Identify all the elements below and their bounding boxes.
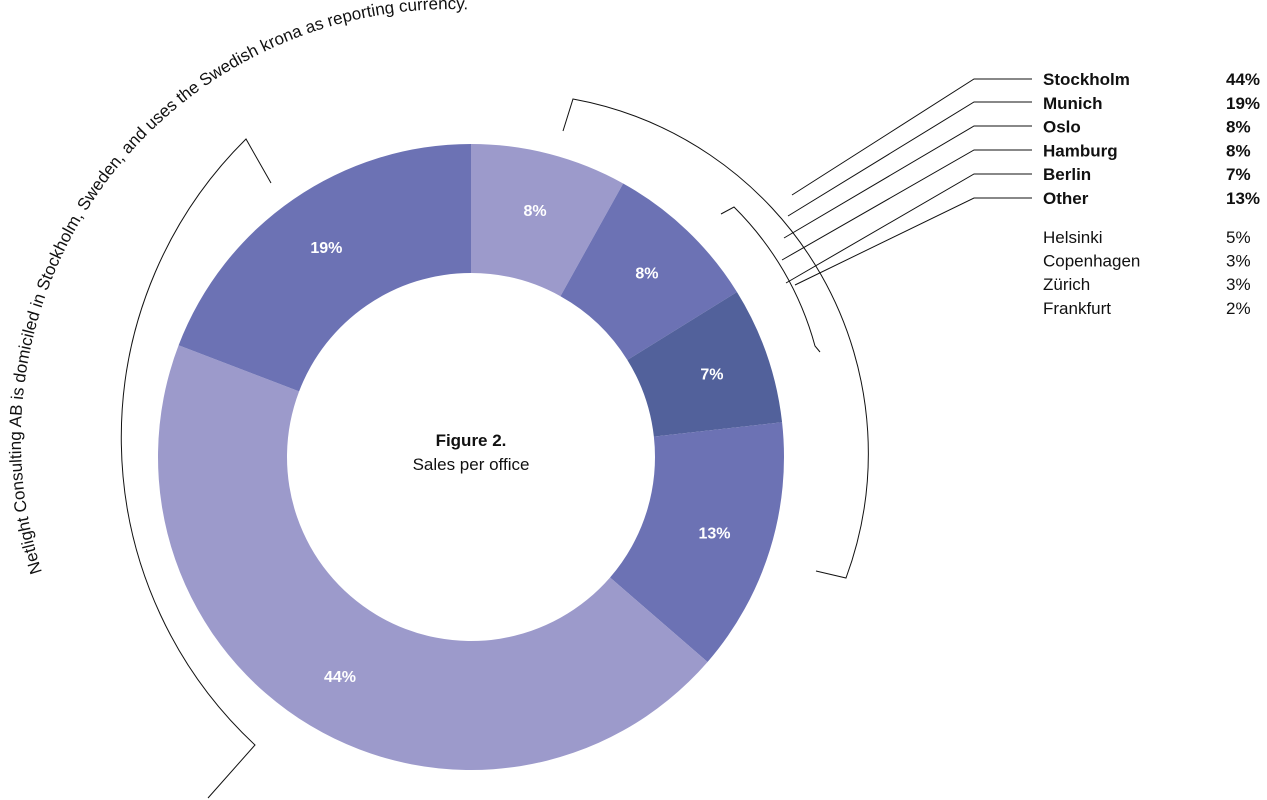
chart-title: Figure 2. (436, 431, 507, 450)
other-label-z-rich: Zürich (1043, 275, 1090, 294)
legend-value-munich: 19% (1226, 94, 1260, 113)
legend-value-stockholm: 44% (1226, 70, 1260, 89)
slice-oslo (471, 144, 624, 297)
inner-bracket (562, 98, 869, 579)
other-value-helsinki: 5% (1226, 228, 1251, 247)
legend-value-other: 13% (1226, 189, 1260, 208)
legend-label-other: Other (1043, 189, 1089, 208)
connector-berlin (785, 173, 1032, 284)
legend-value-oslo: 8% (1226, 118, 1251, 137)
connector-munich (787, 101, 1032, 217)
legend: Stockholm 44% Munich 19% Oslo 8% Hamburg 8% Berl… (1043, 70, 1260, 318)
slice-label-hamburg: 8% (635, 265, 658, 282)
chart-subtitle: Sales per office (413, 455, 530, 474)
outer-bracket (120, 138, 272, 799)
sub-bracket (720, 206, 821, 353)
legend-value-berlin: 7% (1226, 165, 1251, 184)
other-value-copenhagen: 3% (1226, 252, 1251, 271)
other-value-frankfurt: 2% (1226, 299, 1251, 318)
legend-label-berlin: Berlin (1043, 165, 1091, 184)
legend-connectors (781, 78, 1032, 286)
slice-labels: 8% 8% 7% 13% 44% 19% (310, 203, 730, 686)
legend-label-munich: Munich (1043, 94, 1103, 113)
slices (157, 144, 784, 770)
slice-berlin (627, 291, 783, 437)
other-label-frankfurt: Frankfurt (1043, 299, 1111, 318)
slice-label-munich: 19% (310, 240, 342, 257)
legend-label-oslo: Oslo (1043, 118, 1081, 137)
slice-label-oslo: 8% (523, 203, 546, 220)
slice-other (610, 422, 784, 662)
connector-hamburg (781, 149, 1032, 261)
slice-munich (178, 144, 471, 392)
legend-value-hamburg: 8% (1226, 141, 1251, 160)
connector-stockholm (791, 78, 1032, 196)
slice-stockholm (157, 345, 708, 770)
connector-other (794, 197, 1032, 286)
connector-oslo (783, 125, 1032, 239)
brackets (120, 98, 869, 799)
slice-label-stockholm: 44% (324, 669, 356, 686)
slice-label-other: 13% (698, 526, 730, 543)
other-label-copenhagen: Copenhagen (1043, 252, 1140, 271)
slice-hamburg (560, 183, 737, 360)
slice-label-berlin: 7% (700, 367, 723, 384)
legend-label-stockholm: Stockholm (1043, 70, 1130, 89)
legend-label-hamburg: Hamburg (1043, 141, 1118, 160)
other-value-z-rich: 3% (1226, 275, 1251, 294)
other-label-helsinki: Helsinki (1043, 228, 1103, 247)
